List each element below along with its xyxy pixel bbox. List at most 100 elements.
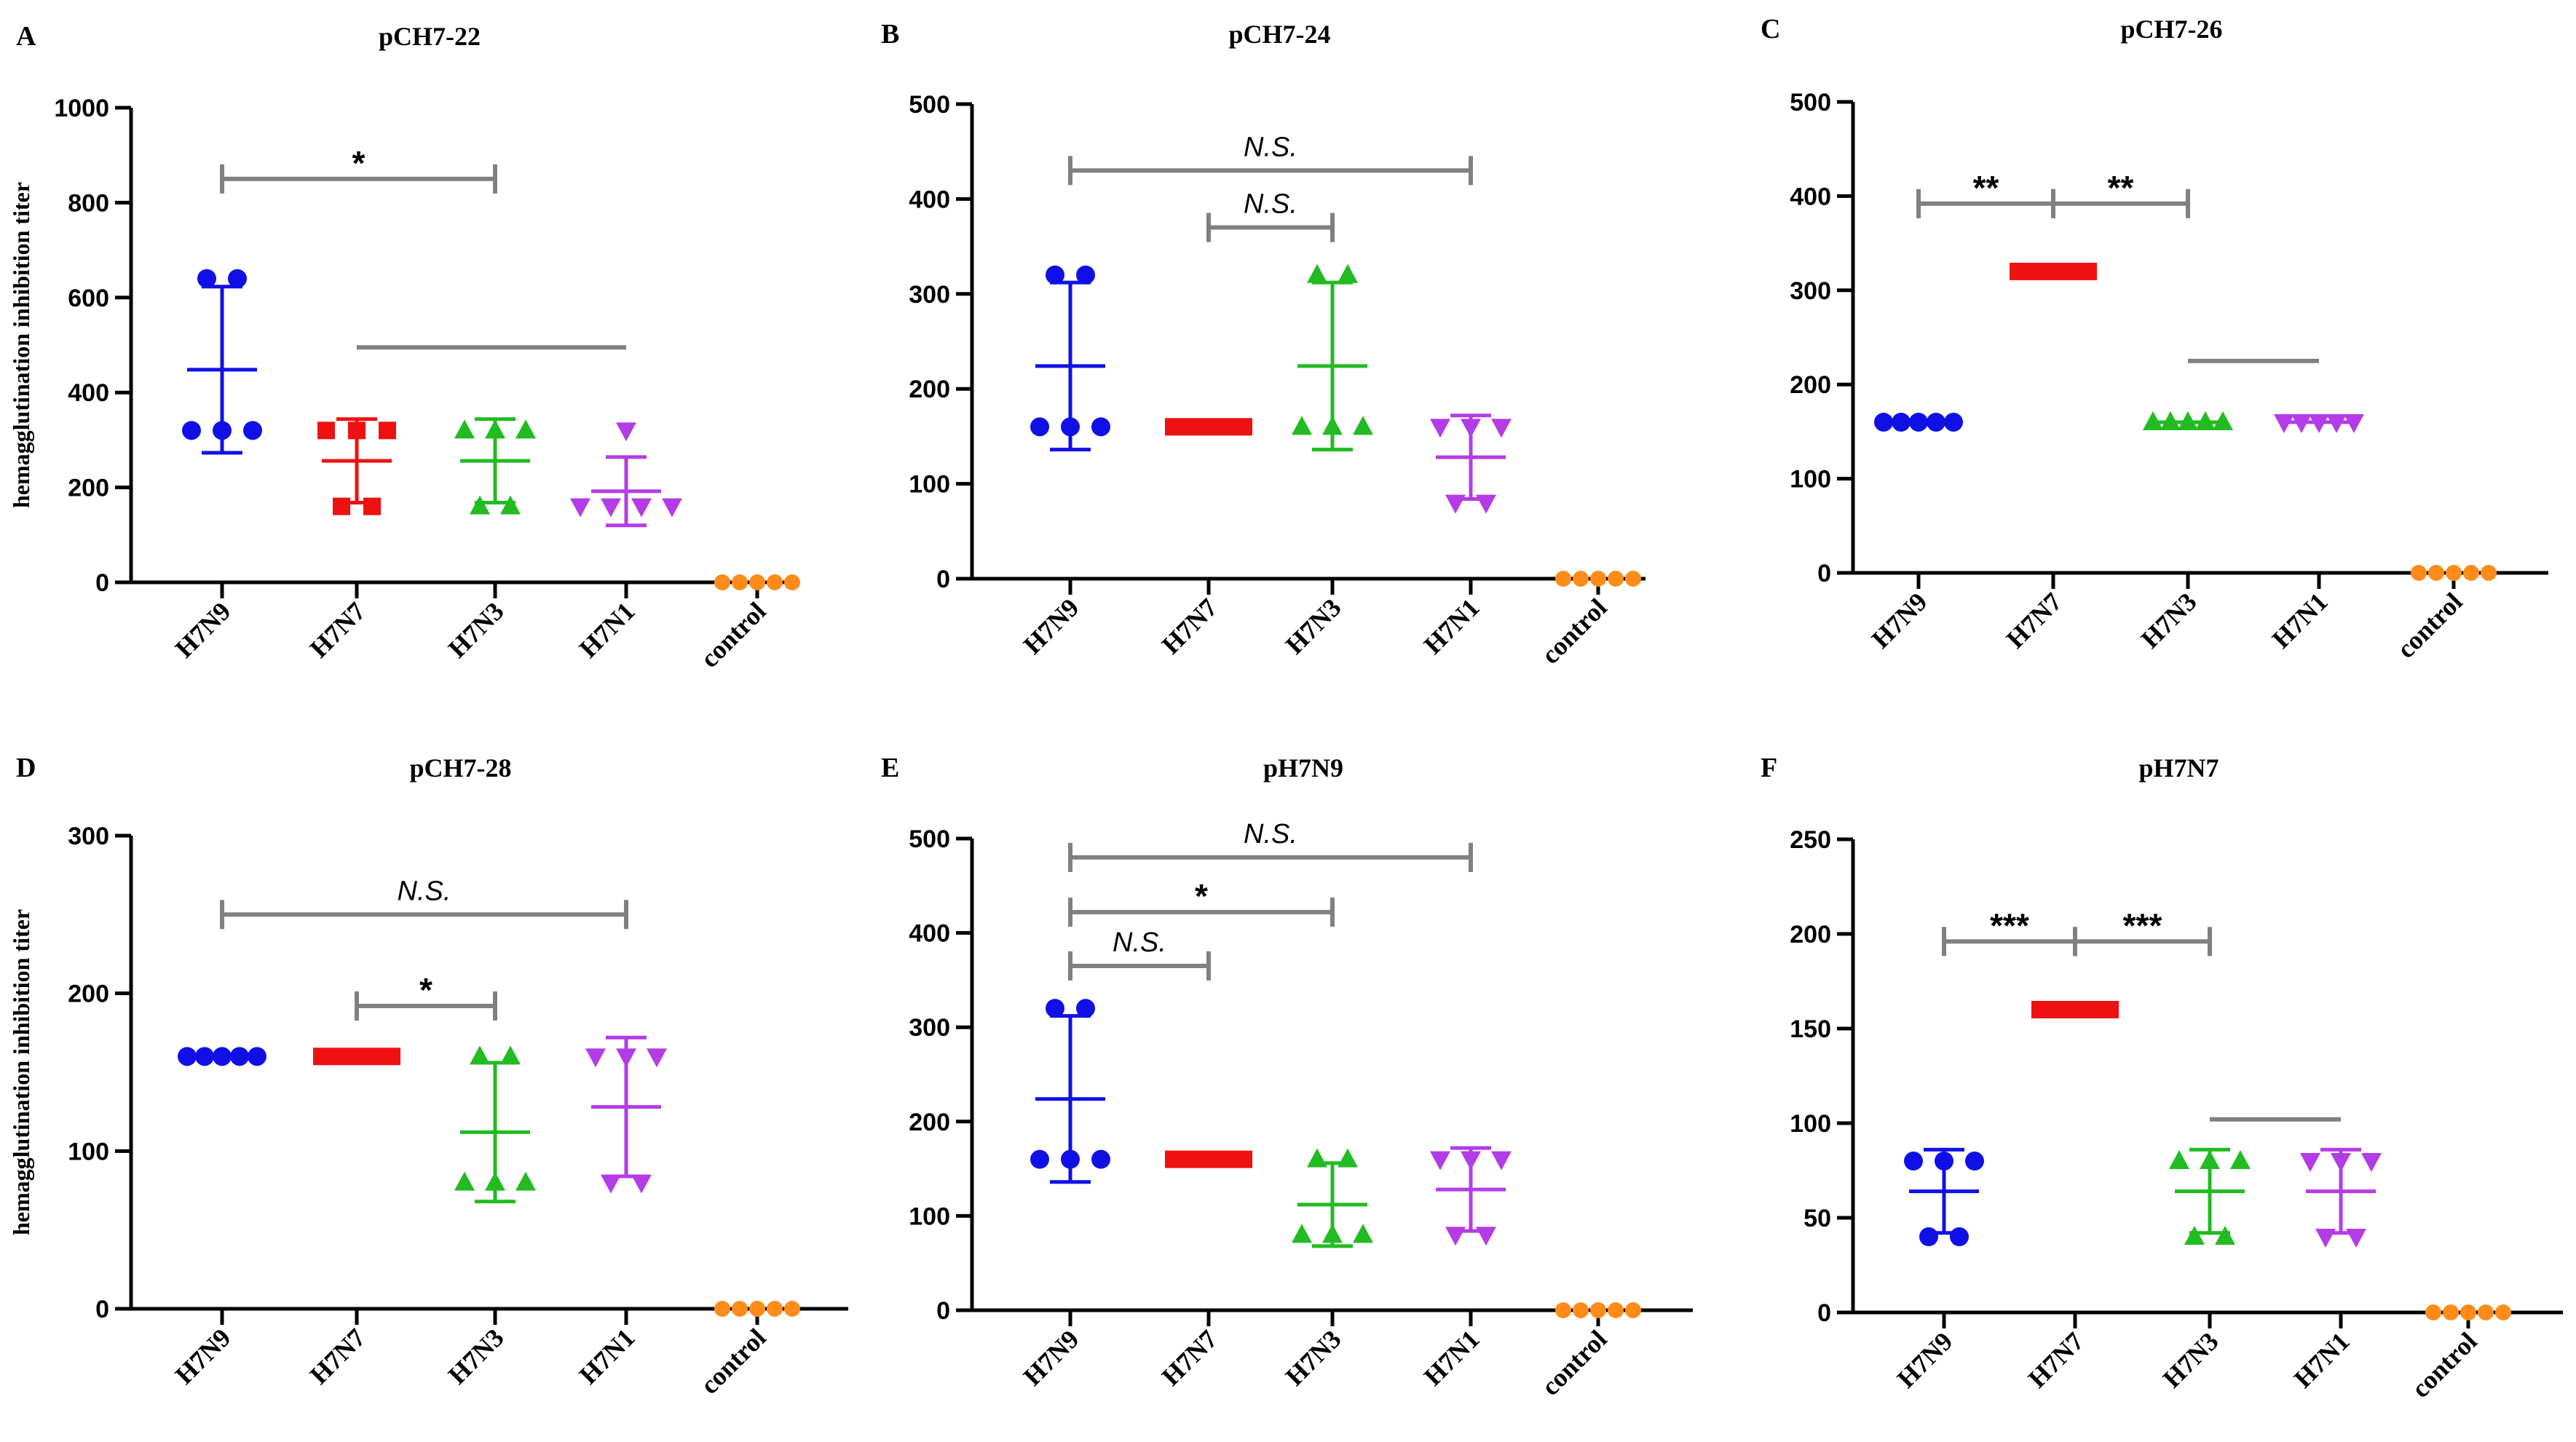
data-point	[1076, 265, 1095, 285]
data-point	[1061, 417, 1080, 437]
data-point	[1476, 494, 1496, 514]
data-point	[2044, 262, 2062, 280]
data-point	[228, 269, 247, 288]
series-h7n7	[317, 417, 396, 515]
x-tick-label: H7N1	[2288, 1326, 2355, 1393]
x-tick-label: H7N7	[1156, 1324, 1223, 1391]
data-point	[2213, 411, 2233, 430]
x-tick-label: H7N9	[170, 1323, 237, 1390]
data-point	[1165, 418, 1182, 436]
data-point	[230, 1047, 249, 1066]
series-control	[714, 574, 800, 590]
data-point	[1061, 1149, 1080, 1169]
significance-bracket: N.S.	[1068, 132, 1473, 186]
data-point	[2066, 1001, 2084, 1018]
data-point	[1353, 416, 1373, 435]
data-point	[2031, 1001, 2049, 1018]
panel-title: pCH7-28	[409, 753, 511, 783]
x-tick-label: H7N1	[574, 596, 641, 663]
data-point	[383, 1047, 400, 1066]
data-point	[1307, 1148, 1327, 1168]
x-tick-label: H7N9	[1018, 593, 1085, 659]
data-point	[2178, 411, 2198, 430]
data-point	[454, 1171, 475, 1191]
data-point	[2495, 1304, 2511, 1320]
data-point	[1430, 419, 1450, 438]
data-point	[2143, 411, 2163, 430]
data-point	[1445, 494, 1466, 514]
data-point	[500, 495, 521, 515]
data-point	[197, 269, 216, 288]
data-point	[732, 1301, 748, 1317]
significance-label: N.S.	[1244, 132, 1297, 162]
significance-bracket: N.S.	[1206, 189, 1335, 242]
data-point	[767, 574, 783, 590]
data-point	[631, 1174, 652, 1194]
data-point	[363, 497, 381, 515]
data-point	[1292, 1224, 1312, 1243]
y-tick-label: 500	[909, 825, 950, 853]
y-tick-label: 250	[1790, 826, 1831, 854]
data-point	[213, 1047, 232, 1066]
data-point	[485, 419, 505, 439]
data-point	[2443, 1304, 2459, 1320]
significance-label: N.S.	[1244, 189, 1297, 220]
y-tick-label: 400	[909, 920, 950, 948]
data-point	[317, 421, 335, 440]
y-tick-label: 200	[909, 376, 950, 403]
data-point	[2315, 1229, 2336, 1248]
significance-label: *	[419, 971, 432, 1009]
panel-letter: C	[1761, 14, 1780, 44]
data-point	[348, 1047, 366, 1066]
series-h7n3	[454, 1045, 536, 1204]
data-point	[2169, 1150, 2189, 1169]
data-point	[1046, 999, 1064, 1018]
data-point	[2300, 1153, 2320, 1172]
significance-label: N.S.	[398, 876, 451, 906]
data-point	[1625, 571, 1641, 587]
data-point	[1625, 1302, 1641, 1318]
series-control	[2425, 1304, 2511, 1320]
data-point	[1608, 1302, 1624, 1318]
y-tick-label: 200	[68, 981, 109, 1008]
data-point	[616, 1048, 636, 1068]
x-tick-label: H7N1	[1418, 1324, 1485, 1391]
data-point	[2425, 1304, 2441, 1320]
y-tick-label: 100	[909, 1203, 950, 1230]
panel-letter: A	[16, 21, 36, 52]
y-tick-label: 500	[1790, 89, 1831, 116]
x-tick-label: H7N1	[574, 1323, 641, 1390]
y-tick-label: 50	[1803, 1205, 1831, 1232]
data-point	[714, 1301, 730, 1317]
data-point	[1491, 419, 1512, 438]
series-h7n7	[313, 1047, 400, 1066]
panel-letter: F	[1761, 753, 1777, 783]
data-point	[767, 1301, 783, 1317]
significance-label: **	[1973, 169, 1999, 207]
data-point	[1030, 417, 1049, 437]
data-point	[2460, 1304, 2476, 1320]
data-point	[784, 1301, 800, 1317]
data-point	[1461, 1151, 1481, 1170]
data-point	[616, 422, 636, 442]
series-h7n9	[1030, 999, 1110, 1184]
series-control	[714, 1301, 800, 1317]
data-point	[1573, 571, 1589, 587]
y-tick-label: 400	[909, 186, 950, 213]
data-point	[500, 1045, 521, 1065]
significance-bracket: N.S.	[1068, 927, 1211, 981]
data-point	[2361, 1153, 2382, 1172]
y-tick-label: 200	[909, 1109, 950, 1136]
data-point	[2027, 262, 2044, 280]
series-h7n7	[2010, 262, 2097, 280]
series-h7n3	[2169, 1147, 2251, 1245]
x-tick-label: H7N3	[443, 1323, 510, 1390]
data-point	[2160, 411, 2181, 430]
y-tick-label: 200	[1790, 921, 1831, 948]
data-point	[1919, 1227, 1938, 1246]
series-control	[1555, 1302, 1641, 1318]
